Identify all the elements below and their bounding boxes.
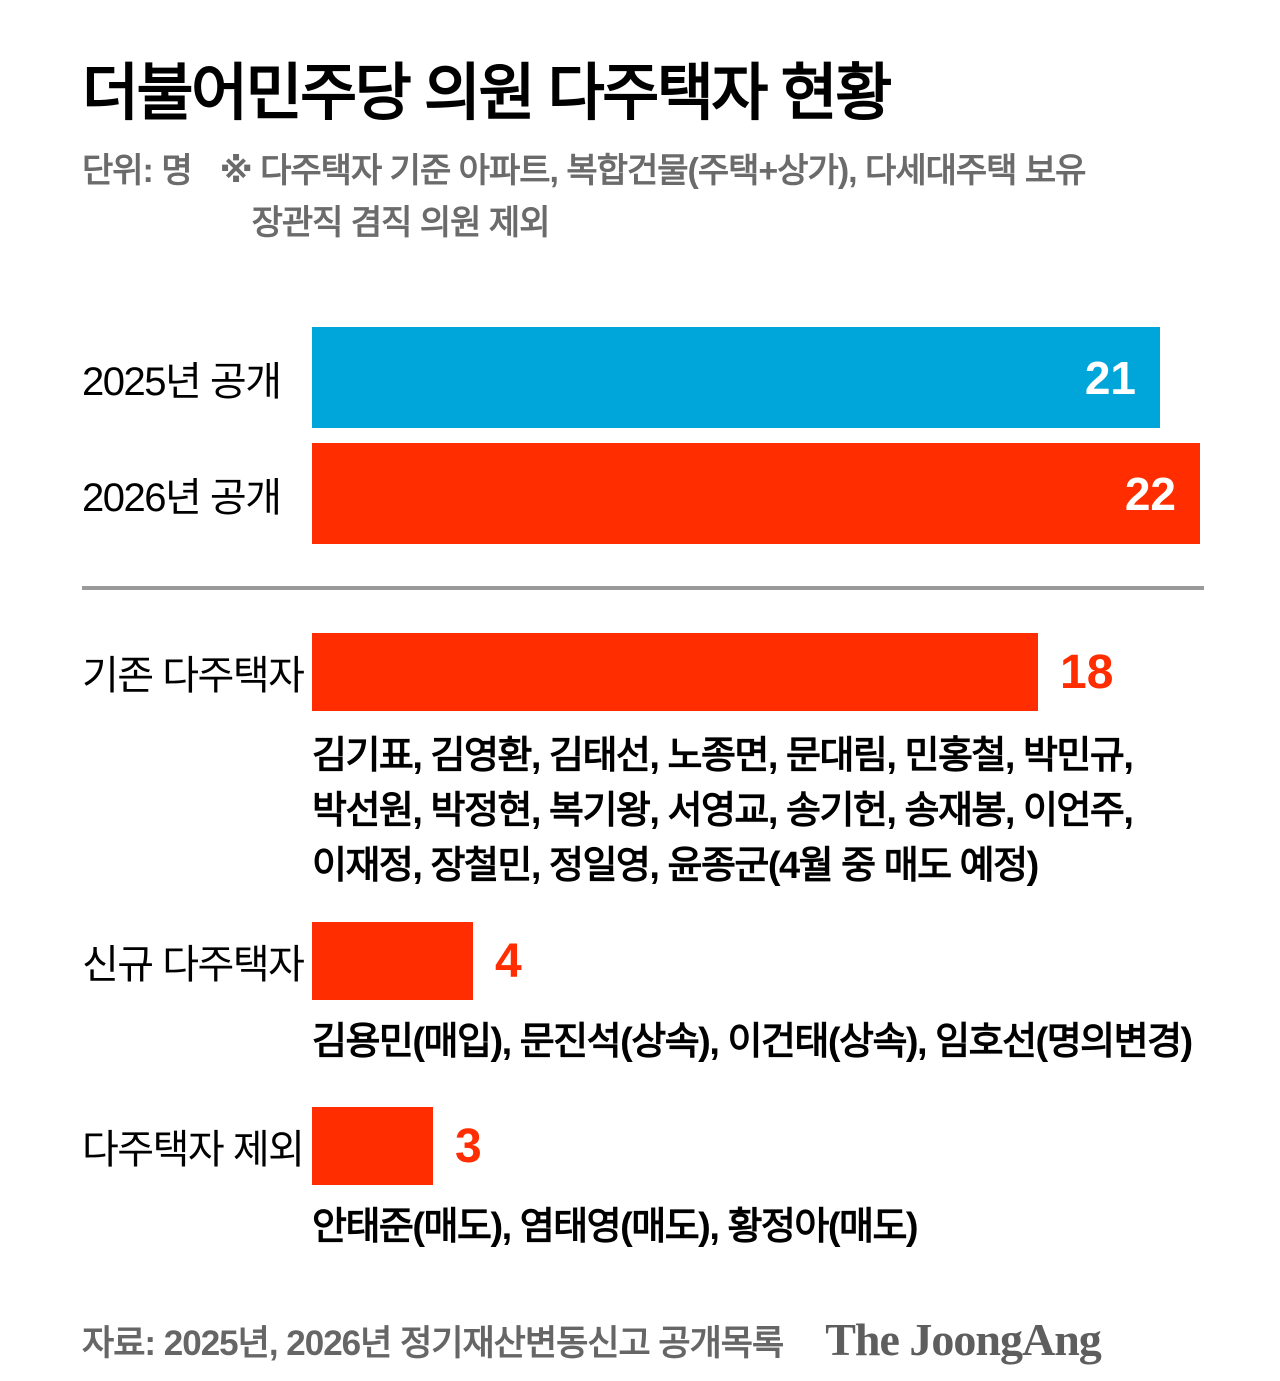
bar-row-existing: 기존 다주택자 18 — [82, 633, 1202, 712]
bar-row-2026: 2026년 공개 22 — [82, 443, 1202, 545]
bar-value-2025: 21 — [1084, 351, 1136, 404]
bar-label-existing: 기존 다주택자 — [82, 654, 305, 699]
bar-value-excluded: 3 — [455, 1119, 482, 1173]
bar-row-excluded: 다주택자 제외 3 — [82, 1107, 1202, 1186]
bar-label-new: 신규 다주택자 — [82, 943, 305, 988]
bar-existing — [312, 633, 1038, 712]
page-title: 더불어민주당 의원 다주택자 현황 — [82, 59, 892, 128]
names-existing-line2: 박선원, 박정현, 복기왕, 서영교, 송기헌, 송재봉, 이언주, — [312, 790, 1134, 833]
bar-excluded — [312, 1107, 433, 1186]
section-divider — [82, 586, 1204, 591]
names-existing: 김기표, 김영환, 김태선, 노종면, 문대림, 민홍철, 박민규, 박선원, … — [312, 729, 1202, 894]
bar-value-2026: 22 — [1124, 467, 1176, 520]
footnote-line2: 장관직 겸직 의원 제외 — [251, 204, 551, 243]
footer: 자료: 2025년, 2026년 정기재산변동신고 공개목록 The Joong… — [82, 1313, 1202, 1366]
bar-label-excluded: 다주택자 제외 — [82, 1128, 305, 1173]
bar-value-existing: 18 — [1060, 645, 1114, 699]
bar-2026: 22 — [312, 443, 1200, 545]
subtitle: 단위: 명 ※ 다주택자 기준 아파트, 복합건물(주택+상가), 다세대주택 … — [82, 145, 1202, 249]
bar-new — [312, 922, 473, 1001]
unit-label: 단위: 명 — [82, 152, 193, 191]
names-new-line1: 김용민(매입), 문진석(상속), 이건태(상속), 임호선(명의변경) — [312, 1021, 1193, 1064]
names-existing-line3: 이재정, 장철민, 정일영, 윤종군(4월 중 매도 예정) — [312, 845, 1039, 888]
names-excluded: 안태준(매도), 염태영(매도), 황정아(매도) — [312, 1200, 1202, 1255]
joongang-logo: The JoongAng — [825, 1314, 1102, 1366]
footnote: ※ 다주택자 기준 아파트, 복합건물(주택+상가), 다세대주택 보유 장관직… — [219, 145, 1087, 249]
bar-label-2025: 2025년 공개 — [82, 359, 282, 404]
names-new: 김용민(매입), 문진석(상속), 이건태(상속), 임호선(명의변경) — [312, 1015, 1202, 1070]
source-credit: 자료: 2025년, 2026년 정기재산변동신고 공개목록 — [82, 1324, 784, 1364]
bar-value-new: 4 — [495, 934, 522, 988]
names-existing-line1: 김기표, 김영환, 김태선, 노종면, 문대림, 민홍철, 박민규, — [312, 735, 1134, 778]
bar-row-new: 신규 다주택자 4 — [82, 922, 1202, 1001]
bar-label-2026: 2026년 공개 — [82, 475, 282, 520]
bar-2025: 21 — [312, 327, 1160, 429]
footnote-line1: ※ 다주택자 기준 아파트, 복합건물(주택+상가), 다세대주택 보유 — [219, 152, 1087, 191]
bar-chart: 2025년 공개 21 2026년 공개 22 기존 다주택자 18 김기표, … — [82, 327, 1204, 1255]
names-excluded-line1: 안태준(매도), 염태영(매도), 황정아(매도) — [312, 1206, 919, 1249]
bar-row-2025: 2025년 공개 21 — [82, 327, 1202, 429]
